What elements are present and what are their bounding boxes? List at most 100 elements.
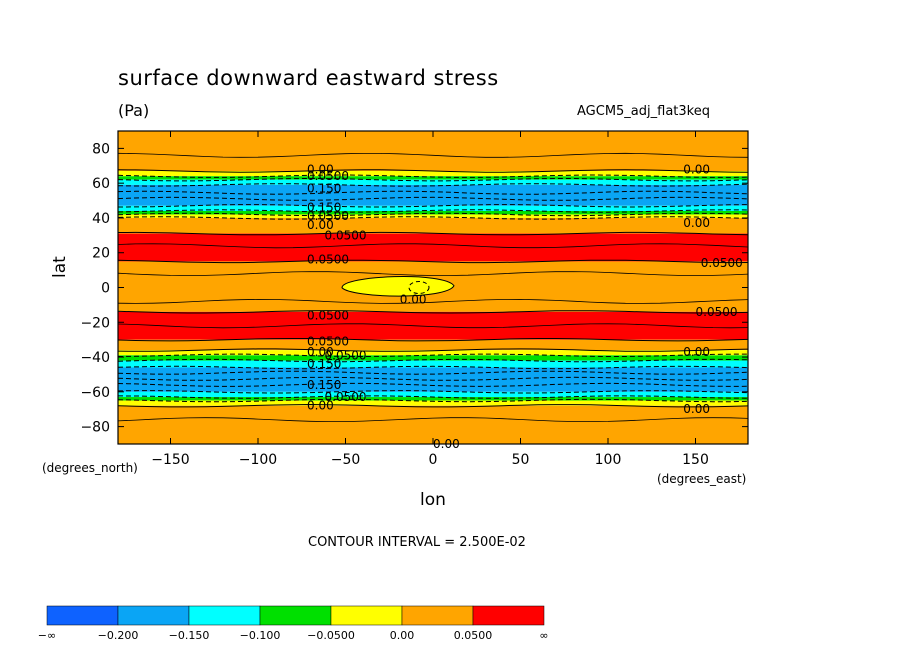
band-4 (118, 184, 748, 206)
contour-line-3 (118, 183, 748, 187)
x-tick-label-6: 150 (682, 452, 709, 468)
inner-contour-1 (118, 271, 748, 277)
y-tick-label-1: 60 (92, 176, 110, 192)
y-tick-label-5: −20 (80, 315, 110, 331)
contour-label-3: 0.150 (307, 201, 341, 215)
colorbar-label-5: 0.00 (390, 629, 415, 642)
colorbar-label-1: −0.200 (98, 629, 139, 642)
inner-contour-4 (118, 243, 748, 249)
x-tick-label-0: −150 (151, 452, 189, 468)
contour-line-2 (118, 177, 748, 182)
contour-label-23: 0.00 (683, 402, 710, 416)
y-tick-label-6: −40 (80, 350, 110, 366)
x-tick-label-1: −100 (239, 452, 277, 468)
contour-label-22: 0.00 (683, 345, 710, 359)
contour-label-19: 0.00 (683, 216, 710, 230)
colorbar-label-0: −∞ (38, 629, 56, 642)
band-17 (118, 391, 748, 398)
band-20 (118, 405, 748, 444)
y-tick-label-4: 0 (101, 281, 110, 297)
band-5 (118, 205, 748, 211)
contour-line-7 (118, 216, 748, 220)
contour-label-14: 0.150 (307, 378, 341, 392)
colorbar-label-6: 0.0500 (454, 629, 493, 642)
x-axis-label: lon (420, 490, 446, 510)
colorbar-swatch-1 (117, 605, 190, 626)
inner-contour-2 (118, 298, 748, 304)
contour-line-0 (118, 169, 748, 173)
equatorial-dashed-contour (408, 281, 430, 294)
contour-label-6: 0.0500 (325, 228, 367, 242)
chart-units: (Pa) (118, 101, 150, 120)
colorbar-swatch-4 (330, 605, 403, 626)
band-0 (118, 131, 748, 171)
band-2 (118, 176, 748, 180)
x-tick-label-5: 100 (595, 452, 622, 468)
contour-label-4: 0.0500 (307, 209, 349, 223)
contour-label-15: 0.0500 (325, 390, 367, 404)
band-13 (118, 350, 748, 356)
colorbar-label-4: −0.0500 (307, 629, 355, 642)
inner-contour-5 (118, 323, 748, 329)
colorbar-swatch-3 (259, 605, 332, 626)
x-tick-label-3: 0 (429, 452, 438, 468)
contour-label-20: 0.0500 (701, 256, 743, 270)
contour-label-7: 0.0500 (307, 253, 349, 267)
contour-line-8 (118, 231, 748, 236)
contour-line-13 (118, 353, 748, 358)
colorbar-swatch-5 (401, 605, 474, 626)
dashed-contour-1--53 (118, 376, 748, 381)
y-tick-label-8: −80 (80, 420, 110, 436)
contour-line-12 (118, 348, 748, 352)
band-14 (118, 355, 748, 361)
contour-line-10 (118, 310, 748, 314)
contour-line-15 (118, 365, 748, 370)
x-tick-label-2: −50 (331, 452, 361, 468)
band-3 (118, 179, 748, 185)
contour-label-12: 0.0500 (325, 348, 367, 362)
contour-label-8: 0.00 (400, 293, 427, 307)
y-tick-label-2: 40 (92, 211, 110, 227)
equatorial-region (341, 276, 455, 297)
dashed-contour-0-55 (118, 190, 748, 195)
band-12 (118, 339, 748, 351)
contour-label-13: 0.150 (307, 357, 341, 371)
contour-label-2: 0.150 (307, 181, 341, 195)
contour-line-19 (118, 403, 748, 408)
contour-line-18 (118, 398, 748, 403)
y-tick-label-0: 80 (92, 141, 110, 157)
contour-interval: CONTOUR INTERVAL = 2.500E-02 (308, 535, 526, 550)
dashed-contour-1--56 (118, 382, 748, 387)
run-name: AGCM5_adj_flat3keq (577, 104, 710, 119)
x-tick-label-4: 50 (512, 452, 530, 468)
y-tick-label-3: 20 (92, 246, 110, 262)
contour-line-11 (118, 338, 748, 342)
band-1 (118, 170, 748, 177)
contour-label-21: 0.0500 (696, 305, 738, 319)
band-9 (118, 233, 748, 262)
contour-line-9 (118, 259, 748, 264)
contour-line-17 (118, 395, 748, 399)
inner-contour-0 (118, 152, 748, 158)
contour-label-10: 0.0500 (307, 334, 349, 348)
contour-label-16: 0.00 (307, 399, 334, 413)
colorbar-swatch-6 (472, 605, 545, 626)
x-axis-units: (degrees_east) (657, 472, 747, 486)
chart-title: surface downward eastward stress (118, 66, 499, 90)
contour-line-6 (118, 212, 748, 217)
colorbar-label-3: −0.100 (240, 629, 281, 642)
colorbar-label-7: ∞ (539, 629, 548, 642)
colorbar-swatch-2 (188, 605, 261, 626)
y-axis-units: (degrees_north) (42, 461, 138, 475)
colorbar-label-2: −0.150 (169, 629, 210, 642)
y-tick-label-7: −60 (80, 385, 110, 401)
contour-label-5: 0.00 (307, 218, 334, 232)
contour-label-0: 0.00 (307, 162, 334, 176)
plot-area (118, 131, 748, 444)
contour-line-4 (118, 204, 748, 208)
band-15 (118, 360, 748, 368)
inner-contour-3 (118, 417, 748, 423)
colorbar-swatch-0 (46, 605, 119, 626)
dashed-contour-1--49 (118, 370, 748, 375)
contour-label-9: 0.0500 (307, 308, 349, 322)
